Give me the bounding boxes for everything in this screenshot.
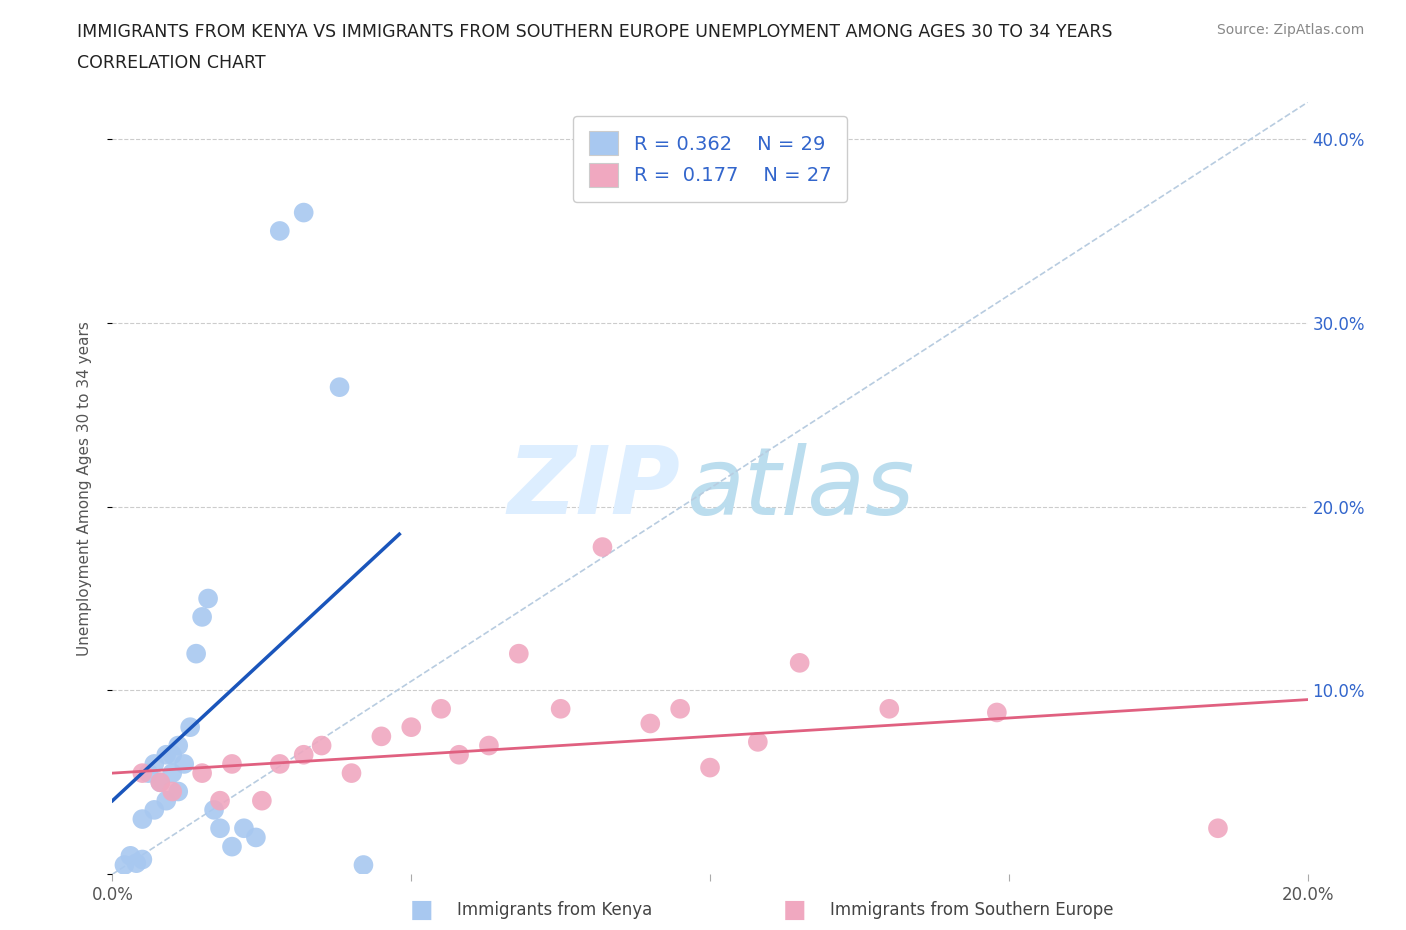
Point	[197, 591, 219, 606]
Point	[114, 857, 135, 872]
Point	[162, 748, 183, 763]
Point	[1206, 821, 1229, 836]
Text: atlas: atlas	[686, 443, 914, 534]
Point	[179, 720, 201, 735]
Text: IMMIGRANTS FROM KENYA VS IMMIGRANTS FROM SOUTHERN EUROPE UNEMPLOYMENT AMONG AGES: IMMIGRANTS FROM KENYA VS IMMIGRANTS FROM…	[77, 23, 1112, 41]
Text: ZIP: ZIP	[508, 443, 681, 534]
Point	[879, 701, 901, 716]
Point	[329, 379, 352, 394]
Point	[155, 793, 177, 808]
Point	[747, 735, 769, 750]
Point	[401, 720, 423, 735]
Point	[449, 748, 471, 763]
Text: CORRELATION CHART: CORRELATION CHART	[77, 54, 266, 72]
Point	[138, 765, 160, 780]
Point	[789, 656, 811, 671]
Point	[986, 705, 1008, 720]
Point	[250, 793, 273, 808]
Point	[550, 701, 572, 716]
Point	[131, 765, 153, 780]
Point	[353, 857, 375, 872]
Point	[202, 803, 225, 817]
Point	[430, 701, 453, 716]
Legend: R = 0.362    N = 29, R =  0.177    N = 27: R = 0.362 N = 29, R = 0.177 N = 27	[574, 116, 846, 202]
Point	[233, 821, 256, 836]
Point	[149, 775, 172, 790]
Point	[669, 701, 692, 716]
Point	[191, 765, 214, 780]
Point	[245, 830, 267, 844]
Point	[311, 738, 333, 753]
Point	[592, 539, 614, 554]
Point	[340, 765, 363, 780]
Point	[162, 765, 183, 780]
Point	[155, 748, 177, 763]
Point	[191, 609, 214, 624]
Point	[508, 646, 530, 661]
Point	[478, 738, 501, 753]
Point	[640, 716, 662, 731]
Point	[221, 839, 243, 854]
Text: Immigrants from Southern Europe: Immigrants from Southern Europe	[830, 900, 1114, 919]
Point	[269, 756, 291, 771]
Point	[131, 852, 153, 867]
Point	[209, 793, 232, 808]
Point	[699, 760, 721, 775]
Text: ■: ■	[783, 897, 806, 922]
Point	[186, 646, 208, 661]
Point	[125, 856, 148, 870]
Point	[292, 206, 315, 220]
Point	[143, 756, 166, 771]
Text: Source: ZipAtlas.com: Source: ZipAtlas.com	[1216, 23, 1364, 37]
Point	[143, 803, 166, 817]
Point	[370, 729, 392, 744]
Point	[167, 784, 190, 799]
Point	[173, 756, 195, 771]
Y-axis label: Unemployment Among Ages 30 to 34 years: Unemployment Among Ages 30 to 34 years	[77, 321, 91, 656]
Point	[131, 812, 153, 827]
Point	[292, 748, 315, 763]
Text: ■: ■	[411, 897, 433, 922]
Point	[162, 784, 183, 799]
Point	[221, 756, 243, 771]
Point	[120, 848, 142, 863]
Point	[167, 738, 190, 753]
Point	[149, 775, 172, 790]
Point	[269, 223, 291, 238]
Text: Immigrants from Kenya: Immigrants from Kenya	[457, 900, 652, 919]
Point	[209, 821, 232, 836]
